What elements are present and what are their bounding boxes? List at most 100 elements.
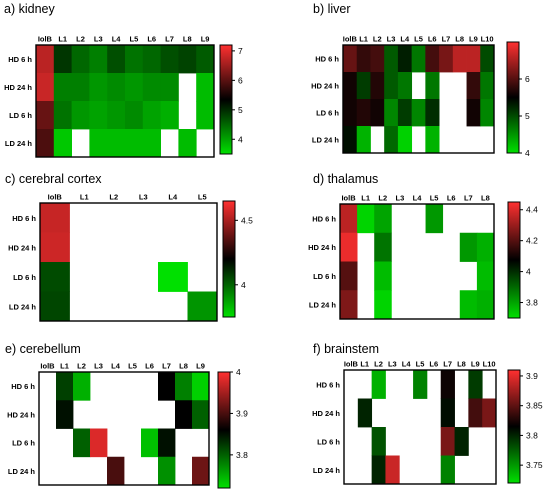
- column-label: L2: [374, 360, 383, 369]
- heatmap-cell: [187, 291, 218, 322]
- heatmap-cell: [440, 455, 455, 485]
- heatmap-cell: [142, 73, 161, 102]
- panel-title: d) thalamus: [313, 172, 378, 186]
- heatmap-cell: [192, 372, 210, 401]
- column-label: L5: [198, 193, 207, 202]
- column-label: L7: [165, 35, 174, 44]
- heatmap-cell: [125, 129, 144, 158]
- row-label: LD 6 h: [313, 272, 336, 281]
- row-label: LD 6 h: [317, 437, 340, 446]
- column-label: L6: [447, 194, 456, 203]
- heatmap-cell: [53, 101, 72, 130]
- heatmap-cell: [56, 400, 74, 429]
- heatmap-cell: [480, 72, 495, 100]
- heatmap-cell: [384, 72, 399, 100]
- column-label: L4: [413, 194, 423, 203]
- heatmap-panel-1: a) kidney IolB L1 L2 L3 L4 L5 L6 L7 L8 L9 HD 6 h HD …: [4, 2, 243, 158]
- heatmap-cell: [40, 262, 70, 292]
- heatmap-cell: [343, 99, 358, 127]
- column-label: L6: [429, 360, 438, 369]
- heatmap-cell: [73, 428, 91, 458]
- colorbar: [222, 200, 236, 318]
- colorbar-tick-label: 3.8: [526, 430, 538, 440]
- row-label: HD 24 h: [312, 409, 340, 418]
- heatmap-cell: [71, 45, 90, 74]
- heatmap-cell: [371, 455, 386, 485]
- heatmap-cell: [36, 101, 55, 130]
- heatmap-cell: [53, 129, 72, 158]
- heatmap-cell: [480, 45, 495, 73]
- heatmap-cell: [175, 400, 193, 429]
- column-label: IolB: [343, 35, 358, 44]
- colorbar: [219, 44, 233, 155]
- colorbar-tick-label: 3.75: [526, 460, 543, 470]
- heatmap-cell: [56, 372, 74, 401]
- heatmap-cell: [89, 73, 108, 102]
- plot-frame: [339, 203, 495, 320]
- heatmap-cell: [370, 72, 385, 100]
- heatmap-cell: [53, 73, 72, 102]
- heatmap-cell: [196, 101, 215, 130]
- heatmap-cell: [178, 129, 197, 158]
- column-label: L3: [388, 360, 397, 369]
- column-label: L4: [400, 35, 410, 44]
- column-label: L1: [60, 362, 69, 371]
- panel-title: e) cerebellum: [5, 342, 81, 356]
- heatmap-cell: [71, 101, 90, 130]
- colorbar-tick-label: 4.2: [526, 236, 538, 246]
- heatmap-cell: [466, 45, 481, 73]
- heatmap-cell: [357, 204, 375, 234]
- column-label: L1: [361, 194, 370, 203]
- heatmap-cell: [158, 372, 176, 401]
- heatmap-cell: [40, 203, 70, 233]
- heatmap-cell: [107, 129, 126, 158]
- heatmap-cell: [40, 291, 70, 322]
- colorbar: [217, 371, 231, 489]
- heatmap-cell: [175, 372, 193, 401]
- heatmap-cell: [343, 45, 358, 73]
- column-label: L4: [402, 360, 412, 369]
- heatmap-cell: [476, 232, 495, 262]
- row-label: LD 24 h: [313, 466, 341, 475]
- column-label: L1: [359, 35, 368, 44]
- column-label: L1: [80, 193, 89, 202]
- column-label: L5: [130, 35, 139, 44]
- heatmap-cell: [178, 45, 197, 74]
- column-label: L8: [457, 360, 466, 369]
- heatmap-cell: [384, 99, 399, 127]
- column-label: L8: [179, 362, 188, 371]
- column-label: L7: [464, 194, 473, 203]
- heatmap-cell: [468, 370, 483, 399]
- column-label: L2: [109, 193, 118, 202]
- column-label: L1: [58, 35, 67, 44]
- row-label: LD 6 h: [316, 109, 339, 118]
- heatmap-cell: [397, 99, 413, 127]
- heatmap-cell: [397, 45, 413, 73]
- column-label: L2: [76, 35, 85, 44]
- column-label: L10: [483, 360, 496, 369]
- column-label: L6: [428, 35, 437, 44]
- column-label: L8: [481, 194, 490, 203]
- heatmap-cell: [53, 45, 72, 74]
- row-label: HD 24 h: [8, 243, 36, 252]
- heatmap-cell: [466, 72, 481, 100]
- heatmap-cell: [89, 45, 108, 74]
- heatmap-cell: [459, 232, 478, 262]
- heatmap-cell: [454, 427, 469, 456]
- heatmap-cell: [160, 101, 179, 130]
- column-label: L2: [378, 194, 387, 203]
- row-label: HD 6 h: [12, 214, 36, 223]
- colorbar-tick-label: 4: [241, 280, 246, 290]
- heatmap-cell: [356, 126, 371, 154]
- column-label: L9: [201, 35, 210, 44]
- plot-frame: [343, 369, 497, 485]
- row-label: HD 6 h: [11, 382, 35, 391]
- row-label: LD 24 h: [8, 467, 36, 476]
- colorbar-tick-label: 4.4: [526, 205, 538, 215]
- colorbar: [507, 369, 521, 484]
- colorbar-tick-label: 4: [238, 134, 243, 144]
- heatmap-cell: [340, 261, 358, 291]
- heatmap-cell: [343, 126, 358, 154]
- panel-title: f) brainstem: [313, 342, 379, 356]
- column-label: L9: [469, 35, 478, 44]
